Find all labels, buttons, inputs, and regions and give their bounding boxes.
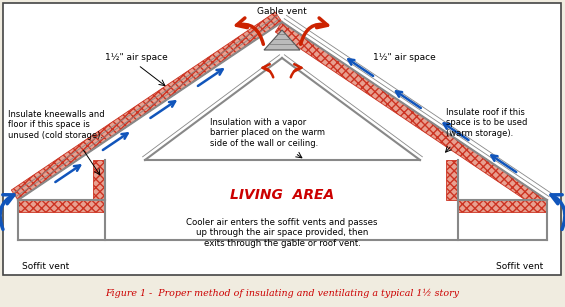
Text: Cooler air enters the soffit vents and passes
up through the air space provided,: Cooler air enters the soffit vents and p… <box>186 218 378 248</box>
Polygon shape <box>18 200 105 212</box>
Polygon shape <box>446 160 458 200</box>
Polygon shape <box>458 200 547 212</box>
Text: 1½" air space: 1½" air space <box>105 53 168 63</box>
Text: Insulate roof if this
space is to be used
(warm storage).: Insulate roof if this space is to be use… <box>446 108 527 138</box>
Text: Soffit vent: Soffit vent <box>22 262 69 271</box>
Polygon shape <box>264 30 300 50</box>
Polygon shape <box>93 160 105 200</box>
Text: LIVING  AREA: LIVING AREA <box>230 188 334 202</box>
Text: Gable vent: Gable vent <box>257 7 307 16</box>
Bar <box>3 3 561 275</box>
Polygon shape <box>11 12 282 200</box>
Text: 1½" air space: 1½" air space <box>373 53 436 63</box>
Text: Figure 1 -  Proper method of insulating and ventilating a typical 1½ story: Figure 1 - Proper method of insulating a… <box>105 288 459 298</box>
Text: Soffit vent: Soffit vent <box>496 262 543 271</box>
Polygon shape <box>275 22 547 210</box>
Text: Insulation with a vapor
barrier placed on the warm
side of the wall or ceiling.: Insulation with a vapor barrier placed o… <box>210 118 325 148</box>
Text: Insulate kneewalls and
floor if this space is
unused (cold storage).: Insulate kneewalls and floor if this spa… <box>8 110 105 140</box>
